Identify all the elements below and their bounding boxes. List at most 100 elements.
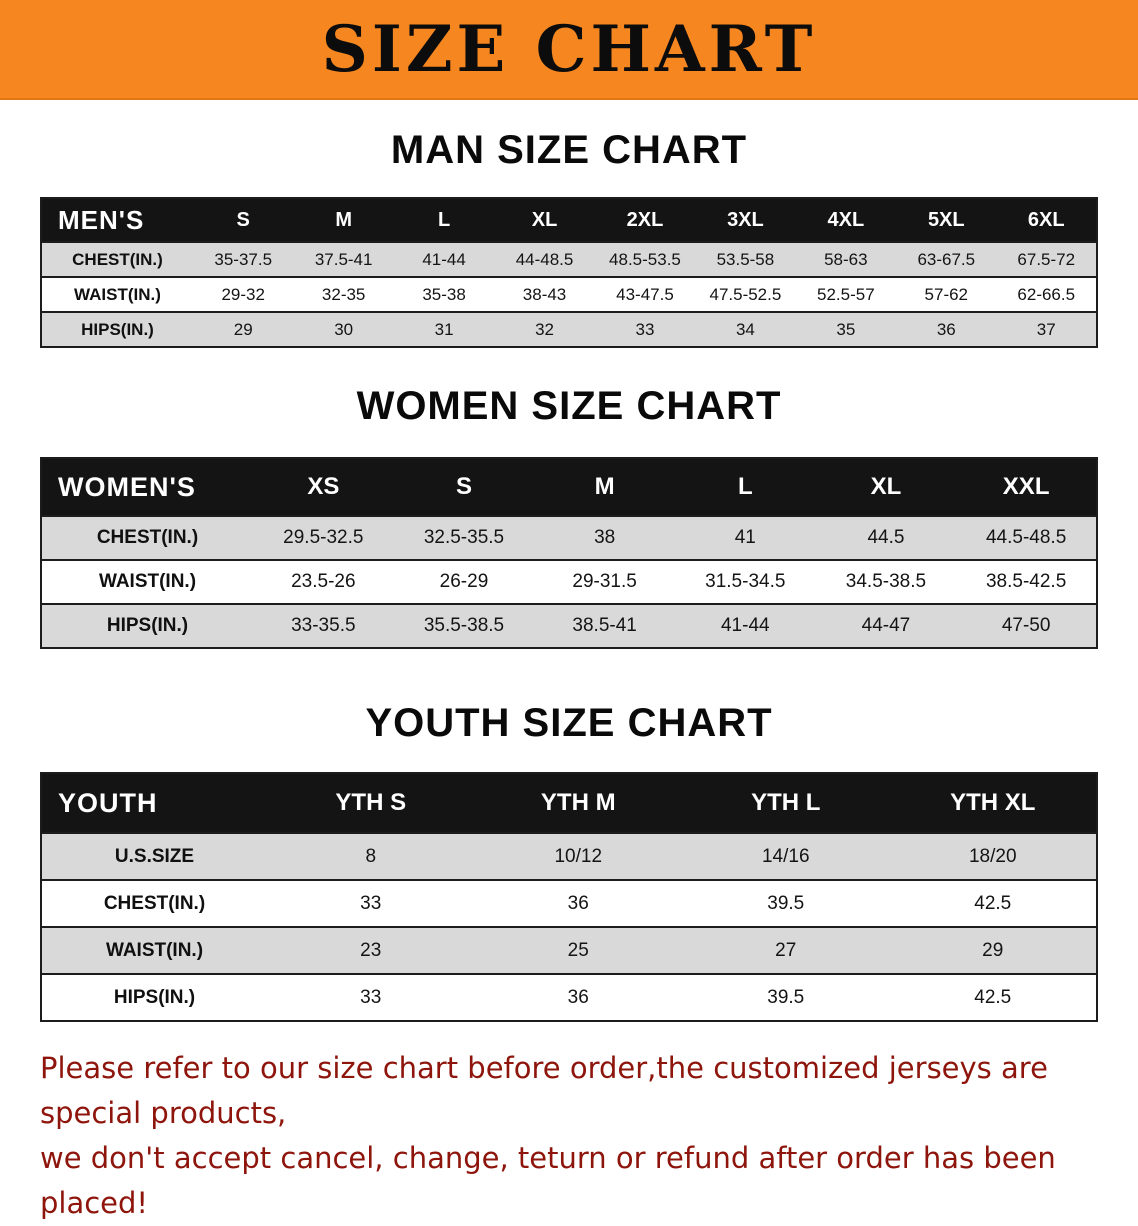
size-column-header: XS — [253, 458, 394, 516]
size-value-cell: 37.5-41 — [314, 249, 373, 269]
size-value-cell: 34.5-38.5 — [845, 571, 927, 592]
size-value-cell: 36 — [567, 986, 589, 1008]
size-value-cell: 14/16 — [761, 845, 810, 867]
size-column-header: XXL — [956, 458, 1097, 516]
size-column-header: M — [534, 458, 675, 516]
table-header-row: MEN'S S M L XL 2XL 3XL 4XL 5XL 6XL — [41, 198, 1097, 242]
row-label: WAIST(IN.) — [105, 939, 204, 961]
size-value-cell: 31.5-34.5 — [705, 571, 786, 592]
size-value-cell: 44.5-48.5 — [985, 527, 1067, 548]
row-label: CHEST(IN.) — [96, 527, 199, 548]
men-section-heading: MAN SIZE CHART — [390, 128, 748, 172]
row-label: HIPS(IN.) — [113, 986, 196, 1008]
table-row: HIPS(IN.) 29 30 31 32 33 34 35 36 37 — [41, 312, 1097, 347]
size-column-header: XL — [494, 198, 595, 242]
size-value-cell: 36 — [567, 892, 589, 914]
size-value-cell: 25 — [567, 939, 589, 961]
size-value-cell: 32 — [535, 319, 554, 339]
table-row: U.S.SIZE 8 10/12 14/16 18/20 — [41, 833, 1097, 880]
size-value-cell: 44.5 — [867, 527, 905, 548]
size-column-header: S — [393, 458, 535, 516]
table-row: CHEST(IN.) 35-37.5 37.5-41 41-44 44-48.5 48.5… — [41, 242, 1097, 277]
size-value-cell: 42.5 — [974, 892, 1012, 914]
size-value-cell: 62-66.5 — [1017, 284, 1076, 304]
size-value-cell: 35 — [836, 319, 856, 339]
size-column-header: M — [293, 198, 394, 242]
size-value-cell: 57-62 — [924, 284, 969, 304]
size-value-cell: 38.5-41 — [572, 615, 637, 636]
size-value-cell: 32.5-35.5 — [423, 527, 505, 548]
size-column-header: L — [393, 198, 495, 242]
table-row: WAIST(IN.) 29-32 32-35 35-38 38-43 43-47.5 47.… — [41, 277, 1097, 312]
size-value-cell: 35.5-38.5 — [423, 615, 505, 636]
youth-size-table: YOUTH YTH S YTH M YTH L YTH XL U.S.SIZE 8 10/12… — [40, 772, 1098, 1022]
size-value-cell: 34 — [735, 319, 755, 339]
size-column-header: YTH L — [682, 773, 890, 833]
table-row: WAIST(IN.) 23.5-26 26-29 29-31.5 31.5-34.5 34… — [41, 560, 1097, 604]
row-label: CHEST(IN.) — [103, 892, 206, 914]
size-value-cell: 33 — [360, 986, 382, 1008]
table-row: HIPS(IN.) 33 36 39.5 42.5 — [41, 974, 1097, 1021]
size-value-cell: 29-31.5 — [572, 571, 637, 592]
youth-table-container: YOUTH YTH S YTH M YTH L YTH XL U.S.SIZE 8 10/12… — [0, 772, 1138, 1022]
size-value-cell: 32-35 — [321, 284, 366, 304]
size-column-header: YTH XL — [889, 773, 1097, 833]
table-header-row: YOUTH YTH S YTH M YTH L YTH XL — [41, 773, 1097, 833]
women-size-table: WOMEN'S XS S M L XL XXL CHEST(IN.) 29.5-32.5 32.5… — [40, 457, 1098, 649]
row-label: U.S.SIZE — [114, 845, 195, 867]
table-row: CHEST(IN.) 33 36 39.5 42.5 — [41, 880, 1097, 927]
women-section: WOMEN SIZE CHART WOMEN'S XS S M L XL XXL CHEST(… — [0, 384, 1138, 649]
men-table-container: MEN'S S M L XL 2XL 3XL 4XL 5XL 6XL CHEST(IN.) 35-37… — [0, 197, 1138, 348]
table-row: HIPS(IN.) 33-35.5 35.5-38.5 38.5-41 41-44 44-… — [41, 604, 1097, 648]
table-corner-label: YOUTH — [41, 773, 267, 833]
size-column-header: YTH M — [474, 773, 682, 833]
size-value-cell: 27 — [775, 939, 797, 961]
size-column-header: 6XL — [996, 198, 1097, 242]
size-value-cell: 44-48.5 — [515, 249, 574, 269]
size-value-cell: 41-44 — [422, 249, 466, 269]
row-label: HIPS(IN.) — [81, 319, 154, 339]
table-corner-label: WOMEN'S — [41, 458, 253, 516]
size-column-header: 3XL — [695, 198, 796, 242]
size-value-cell: 58-63 — [824, 249, 868, 269]
size-value-cell: 37 — [1036, 319, 1056, 339]
size-value-cell: 33 — [635, 319, 655, 339]
men-section: MAN SIZE CHART MEN'S S M L XL 2XL 3XL 4XL 5XL 6XL… — [0, 128, 1138, 348]
size-column-header: 2XL — [594, 198, 696, 242]
size-value-cell: 23 — [360, 939, 382, 961]
row-label: WAIST(IN.) — [98, 571, 197, 592]
size-value-cell: 42.5 — [974, 986, 1012, 1008]
youth-section-heading: YOUTH SIZE CHART — [365, 701, 773, 745]
size-column-header: 4XL — [795, 198, 897, 242]
size-value-cell: 44-47 — [861, 615, 911, 636]
women-section-heading: WOMEN SIZE CHART — [356, 384, 782, 428]
size-value-cell: 33-35.5 — [291, 615, 356, 636]
size-value-cell: 52.5-57 — [817, 284, 875, 304]
youth-section: YOUTH SIZE CHART YOUTH YTH S YTH M YTH L YTH… — [0, 701, 1138, 1022]
size-value-cell: 29-32 — [221, 284, 265, 304]
size-value-cell: 23.5-26 — [291, 571, 356, 592]
table-row: CHEST(IN.) 29.5-32.5 32.5-35.5 38 41 44.5 44.5… — [41, 516, 1097, 560]
size-value-cell: 47.5-52.5 — [709, 284, 782, 304]
size-value-cell: 38.5-42.5 — [985, 571, 1067, 592]
size-value-cell: 33 — [360, 892, 382, 914]
size-value-cell: 47-50 — [1001, 615, 1051, 636]
size-value-cell: 63-67.5 — [917, 249, 976, 269]
size-value-cell: 38-43 — [522, 284, 567, 304]
table-corner-label: MEN'S — [41, 198, 193, 242]
size-value-cell: 35-37.5 — [214, 249, 273, 269]
size-value-cell: 29 — [233, 319, 253, 339]
size-column-header: XL — [815, 458, 957, 516]
table-header-row: WOMEN'S XS S M L XL XXL — [41, 458, 1097, 516]
size-value-cell: 39.5 — [767, 986, 805, 1008]
men-size-table: MEN'S S M L XL 2XL 3XL 4XL 5XL 6XL CHEST(IN.) 35-37… — [40, 197, 1098, 348]
size-value-cell: 30 — [334, 319, 354, 339]
size-value-cell: 36 — [936, 319, 956, 339]
row-label: CHEST(IN.) — [72, 249, 163, 269]
size-column-header: 5XL — [896, 198, 997, 242]
size-value-cell: 18/20 — [968, 845, 1017, 867]
size-value-cell: 10/12 — [554, 845, 603, 867]
size-value-cell: 39.5 — [767, 892, 805, 914]
row-label: WAIST(IN.) — [74, 284, 161, 304]
disclaimer-line-2: we don't accept cancel, change, teturn o… — [40, 1140, 1056, 1220]
